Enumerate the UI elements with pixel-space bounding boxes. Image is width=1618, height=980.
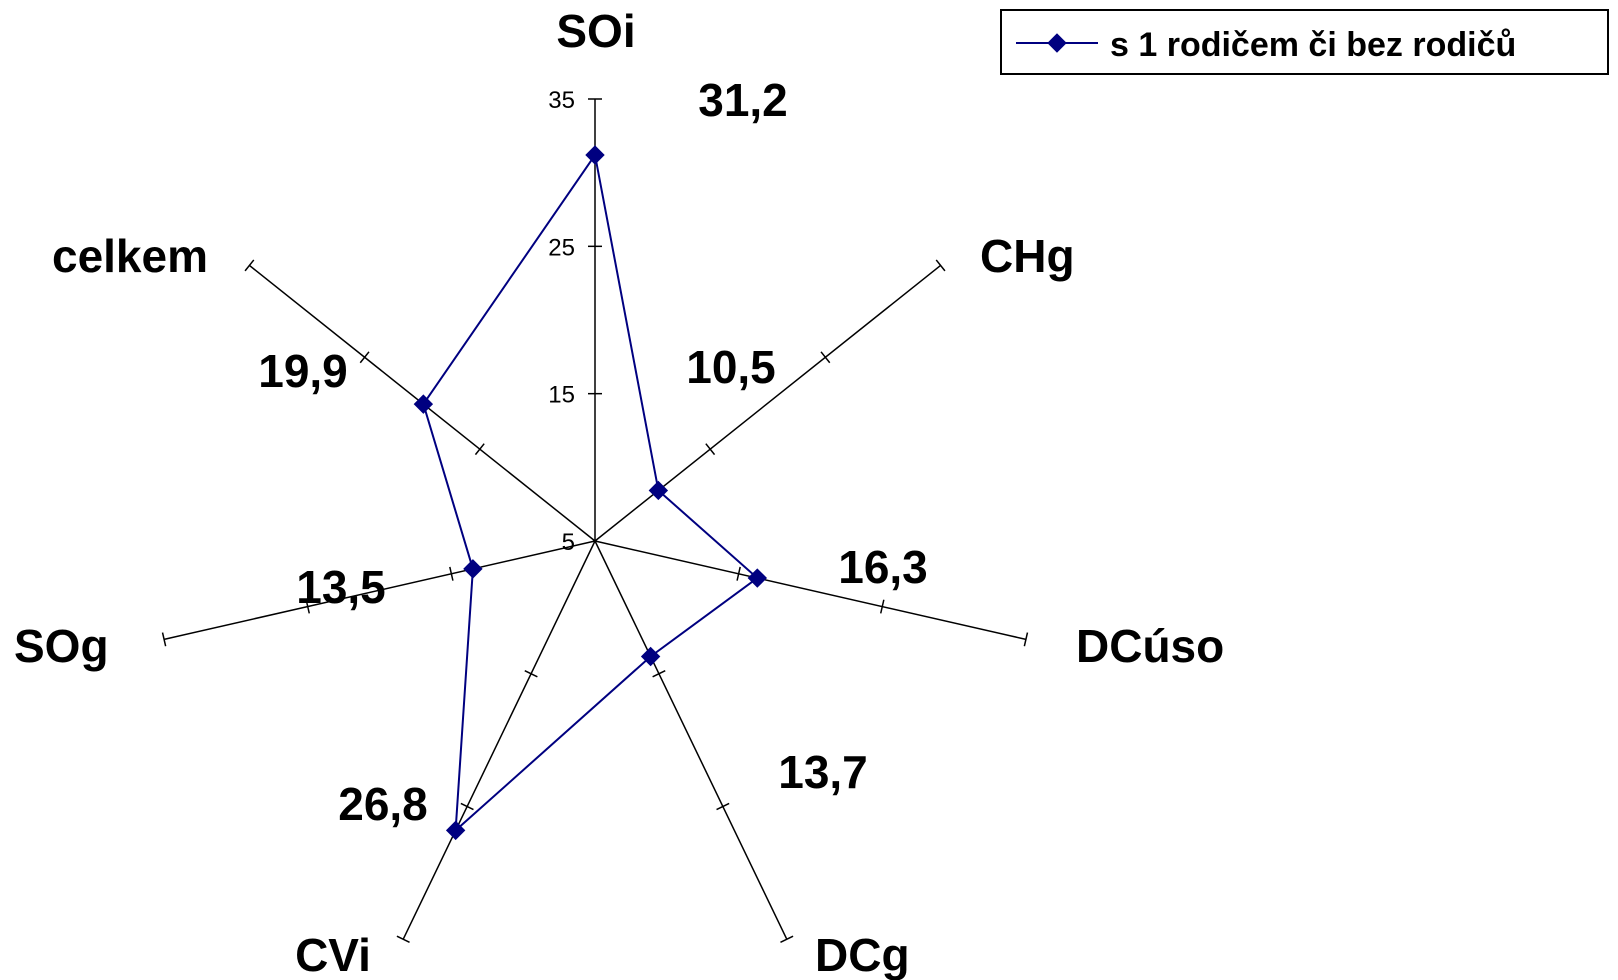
axis-line-cvi — [402, 540, 596, 940]
labels-group: 5 15 25 35 SOi CHg DCúso DCg CVi SOg celkem 31,2 10,… — [14, 5, 1224, 980]
data-point-cvi — [445, 820, 466, 841]
legend: s 1 rodičem či bez rodičů — [1000, 9, 1609, 75]
tick-label-25: 25 — [548, 234, 575, 261]
data-label-sog: 13,5 — [296, 561, 386, 613]
data-point-soi — [585, 145, 605, 165]
legend-box — [1000, 9, 1609, 75]
tick-mark-dcg-15 — [652, 670, 666, 678]
tick-mark-chg-15 — [705, 443, 716, 456]
tick-mark-dcuso-15 — [736, 566, 741, 581]
data-point-dcuso — [747, 568, 768, 588]
axis-line-dcg — [594, 540, 788, 940]
axes-group — [161, 98, 1029, 943]
axis-label-celkem: celkem — [52, 230, 208, 282]
legend-series-name: s 1 rodičem či bez rodičů — [1110, 26, 1516, 64]
axis-line-chg — [594, 264, 942, 542]
axis-label-dcuso: DCúso — [1076, 620, 1224, 672]
axis-label-dcg: DCg — [815, 929, 910, 980]
tick-label-15: 15 — [548, 382, 575, 409]
series-line — [422, 152, 759, 833]
tick-mark-celkem-15 — [474, 443, 485, 456]
tick-mark-chg-25 — [820, 351, 831, 364]
tick-mark-celkem-25 — [359, 351, 370, 364]
tick-mark-sog-35 — [161, 632, 167, 647]
tick-mark-cvi-15 — [524, 670, 538, 678]
axis-label-sog: SOg — [14, 620, 109, 672]
data-label-dcuso: 16,3 — [838, 541, 928, 593]
data-point-sog — [463, 559, 483, 579]
data-label-chg: 10,5 — [686, 341, 776, 393]
tick-mark-chg-35 — [935, 259, 946, 272]
data-point-chg — [648, 480, 669, 501]
tick-label-5: 5 — [562, 529, 575, 556]
tick-mark-dcg-25 — [716, 802, 730, 811]
tick-mark-celkem-35 — [244, 259, 255, 272]
tick-label-35: 35 — [548, 87, 575, 114]
axis-line-sog — [163, 540, 596, 641]
tick-mark-cvi-35 — [396, 935, 410, 943]
tick-mark-dcuso-25 — [879, 599, 885, 614]
tick-mark-dcg-35 — [780, 935, 794, 943]
data-label-cvi: 26,8 — [338, 778, 428, 830]
axis-label-soi: SOi — [556, 5, 635, 57]
data-label-soi: 31,2 — [698, 74, 788, 126]
data-label-celkem: 19,9 — [258, 345, 348, 397]
tick-mark-dcuso-35 — [1023, 632, 1029, 647]
data-point-dcg — [640, 646, 661, 667]
axis-line-dcuso — [594, 540, 1027, 641]
tick-mark-sog-25 — [305, 599, 311, 614]
data-label-dcg: 13,7 — [778, 746, 868, 798]
series-group — [413, 145, 768, 841]
tick-mark-sog-15 — [449, 566, 454, 581]
axis-label-cvi: CVi — [295, 929, 371, 980]
axis-label-chg: CHg — [980, 230, 1075, 282]
data-point-celkem — [413, 394, 434, 414]
tick-mark-cvi-25 — [460, 802, 474, 811]
legend-diamond-marker — [1047, 33, 1067, 53]
